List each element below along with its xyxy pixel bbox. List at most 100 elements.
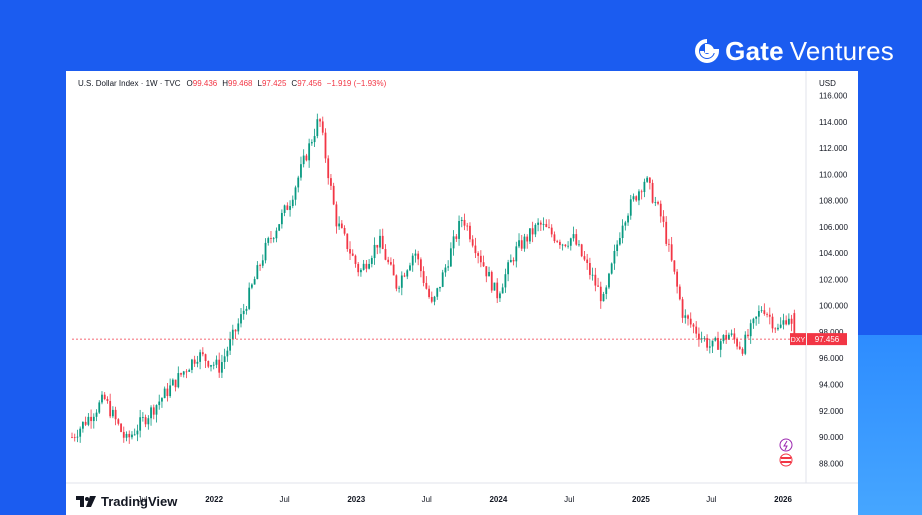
candle-body xyxy=(261,260,264,266)
candle-body xyxy=(223,356,226,363)
candle-body xyxy=(493,282,496,291)
candle-body xyxy=(185,371,188,373)
candle-body xyxy=(390,262,392,265)
candle-body xyxy=(253,279,256,285)
candle-body xyxy=(240,314,242,324)
candle-body xyxy=(392,264,395,276)
candle-body xyxy=(624,222,627,226)
y-tick-label: 102.000 xyxy=(819,275,848,284)
candle-body xyxy=(428,288,430,298)
x-tick-label: Jul xyxy=(137,495,147,504)
candle-body xyxy=(234,329,237,332)
candle-body xyxy=(567,245,569,247)
candle-body xyxy=(717,337,719,350)
candle-body xyxy=(537,222,539,225)
gate-logo-icon xyxy=(695,39,720,63)
candle-body xyxy=(351,253,354,256)
candle-body xyxy=(191,359,193,370)
candle-body xyxy=(708,346,711,348)
candle-body xyxy=(556,241,559,242)
candle-body xyxy=(122,431,125,438)
candle-body xyxy=(782,320,785,325)
y-tick-label: 100.000 xyxy=(819,302,848,311)
candle-body xyxy=(703,338,706,339)
candle-body xyxy=(433,296,436,302)
candle-body xyxy=(695,326,698,334)
candle-body xyxy=(458,220,460,239)
candle-body xyxy=(599,286,602,302)
candle-body xyxy=(449,248,452,267)
candle-body xyxy=(422,271,425,283)
y-tick-label: 94.000 xyxy=(819,381,844,390)
background-accent-corner xyxy=(852,335,922,515)
candle-body xyxy=(738,346,741,349)
candle-body xyxy=(662,216,665,222)
candle-body xyxy=(559,241,561,246)
candle-body xyxy=(327,158,330,179)
candle-body xyxy=(302,155,305,165)
candle-body xyxy=(793,313,796,340)
candle-body xyxy=(512,259,515,262)
y-tick-label: 106.000 xyxy=(819,223,848,232)
candle-body xyxy=(300,164,302,178)
low-label: L xyxy=(257,79,262,88)
last-price-symbol: DXY xyxy=(791,337,806,344)
candle-body xyxy=(575,234,578,245)
candle-body xyxy=(597,285,599,287)
candle-body xyxy=(531,228,534,235)
candle-body xyxy=(229,338,231,351)
candle-body xyxy=(193,359,196,364)
candle-body xyxy=(572,234,575,239)
candle-body xyxy=(321,121,324,133)
price-chart[interactable]: 116.000 114.000 112.000 110.000 108.000 106.0… xyxy=(66,71,858,515)
candle-body xyxy=(370,258,373,264)
symbol-label: U.S. Dollar Index · 1W · TVC xyxy=(78,79,181,88)
earnings-event-icon xyxy=(779,438,793,452)
candle-body xyxy=(676,271,679,287)
candle-body xyxy=(561,244,564,246)
candle-body xyxy=(771,316,774,329)
candle-body xyxy=(504,274,507,288)
candle-body xyxy=(553,234,556,242)
candle-body xyxy=(482,262,485,267)
candle-body xyxy=(117,419,120,424)
candle-body xyxy=(210,365,212,367)
last-price-value-badge xyxy=(807,333,847,346)
candle-body xyxy=(362,263,365,270)
candle-body xyxy=(376,244,379,248)
candle-body xyxy=(479,255,482,263)
candle-body xyxy=(349,249,351,254)
x-tick-label: 2026 xyxy=(774,495,792,504)
candle-body xyxy=(618,238,621,245)
candle-body xyxy=(150,407,152,419)
candle-body xyxy=(605,287,608,294)
candle-body xyxy=(218,359,221,373)
candle-body xyxy=(286,205,289,210)
candle-body xyxy=(471,239,474,246)
candle-body xyxy=(212,364,215,366)
candle-body xyxy=(635,196,638,201)
candle-body xyxy=(509,259,512,263)
candle-body xyxy=(728,334,730,340)
candle-body xyxy=(466,225,469,227)
candle-body xyxy=(515,246,518,262)
candle-body xyxy=(128,433,131,438)
candle-body xyxy=(141,417,144,418)
y-tick-label: 114.000 xyxy=(819,118,848,127)
candle-body xyxy=(763,310,766,314)
candle-body xyxy=(354,255,357,264)
x-tick-label: Jul xyxy=(422,495,432,504)
candle-body xyxy=(120,423,122,432)
candle-body xyxy=(368,263,371,269)
candle-body xyxy=(87,416,90,425)
candle-body xyxy=(673,260,676,272)
candle-body xyxy=(452,236,455,249)
candle-body xyxy=(403,275,406,277)
candle-body xyxy=(665,221,668,244)
candle-body xyxy=(629,199,632,216)
candle-body xyxy=(580,244,583,257)
candle-body xyxy=(469,225,471,240)
open-label: O xyxy=(186,79,193,88)
close-label: C xyxy=(291,79,298,88)
candle-body xyxy=(520,240,523,249)
